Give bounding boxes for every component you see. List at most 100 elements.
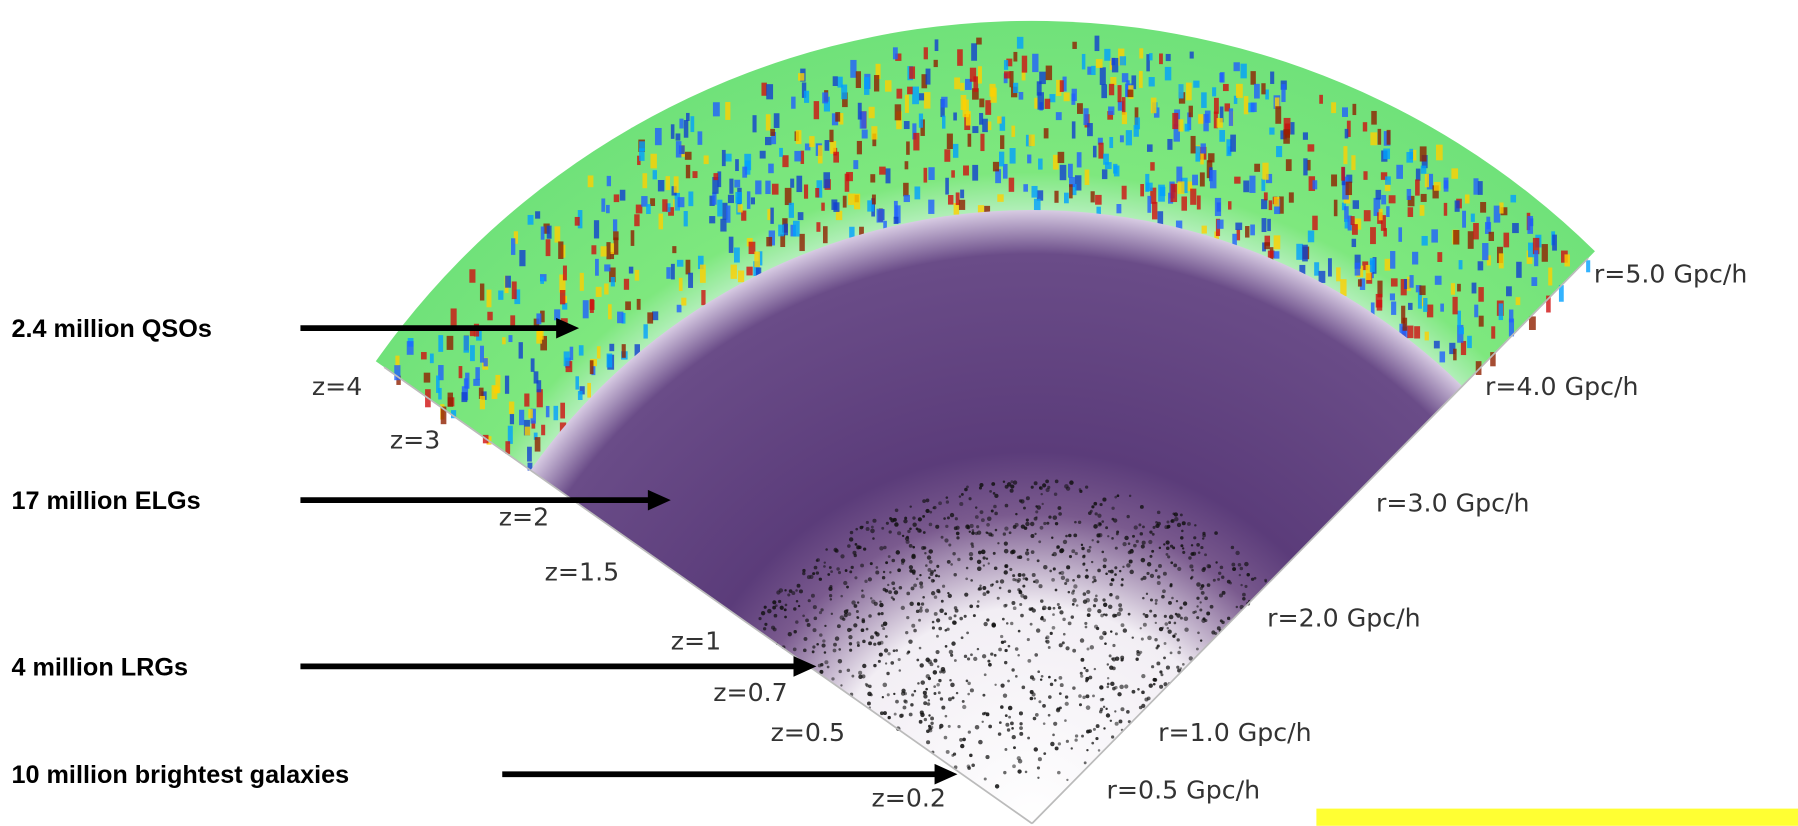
density-speck: [606, 204, 610, 214]
galaxy-dot: [891, 558, 896, 563]
galaxy-dot: [938, 678, 942, 683]
galaxy-dot: [1242, 597, 1246, 601]
density-speck: [934, 39, 939, 52]
galaxy-dot: [906, 652, 909, 655]
galaxy-dot: [1042, 618, 1047, 622]
density-speck: [1228, 201, 1232, 210]
galaxy-dot: [853, 553, 857, 558]
galaxy-dot: [792, 647, 797, 652]
density-speck: [1273, 197, 1280, 207]
galaxy-dot: [852, 550, 857, 555]
density-speck: [1270, 71, 1275, 84]
galaxy-dot: [1163, 543, 1166, 546]
galaxy-dot: [1012, 764, 1016, 769]
galaxy-dot: [1099, 685, 1104, 690]
density-speck: [1190, 135, 1196, 154]
galaxy-dot: [992, 551, 996, 555]
galaxy-dot: [1029, 696, 1034, 701]
galaxy-dot: [1074, 551, 1078, 556]
galaxy-dot: [1103, 602, 1108, 607]
density-speck: [692, 171, 698, 179]
galaxy-dot: [933, 685, 937, 688]
galaxy-dot: [849, 628, 853, 631]
galaxy-dot: [1239, 566, 1244, 571]
galaxy-dot: [1064, 695, 1069, 699]
galaxy-dot: [908, 565, 914, 570]
density-speck: [741, 210, 747, 221]
density-speck: [1113, 163, 1118, 174]
density-speck: [737, 204, 743, 213]
galaxy-dot: [922, 690, 927, 695]
density-speck: [1274, 198, 1281, 215]
density-speck: [712, 102, 720, 117]
galaxy-dot: [1163, 682, 1168, 687]
density-speck: [746, 191, 751, 209]
density-speck: [1431, 229, 1438, 243]
galaxy-dot: [884, 589, 889, 593]
density-speck: [746, 266, 753, 276]
density-speck: [1391, 301, 1397, 315]
galaxy-dot: [1158, 546, 1162, 550]
density-speck: [440, 406, 447, 425]
galaxy-dot: [930, 721, 934, 725]
galaxy-dot: [834, 636, 840, 641]
galaxy-dot: [1124, 684, 1129, 689]
density-speck: [479, 395, 485, 410]
galaxy-dot: [813, 616, 818, 621]
density-speck: [1236, 229, 1241, 241]
galaxy-dot: [1054, 679, 1057, 682]
galaxy-dot: [1158, 563, 1162, 568]
galaxy-dot: [894, 508, 899, 513]
galaxy-dot: [949, 512, 955, 518]
galaxy-dot: [1158, 627, 1164, 632]
galaxy-dot: [1166, 626, 1170, 630]
galaxy-dot: [787, 593, 791, 597]
galaxy-dot: [1036, 559, 1040, 563]
galaxy-dot: [918, 608, 923, 613]
density-speck: [1283, 129, 1290, 144]
density-speck: [553, 405, 559, 421]
redshift-axis: [383, 366, 1033, 825]
galaxy-dot: [1014, 647, 1019, 651]
density-speck: [1023, 184, 1028, 192]
density-speck: [744, 153, 752, 171]
galaxy-dot: [960, 636, 964, 640]
galaxy-dot: [982, 586, 987, 590]
density-speck: [861, 129, 868, 139]
galaxy-dot: [1022, 577, 1026, 580]
galaxy-dot: [986, 590, 990, 594]
galaxy-dot: [1122, 628, 1128, 633]
galaxy-dot: [971, 763, 975, 768]
galaxy-dot: [1114, 573, 1117, 576]
density-speck: [562, 265, 567, 281]
density-speck: [1134, 117, 1141, 130]
density-speck: [1184, 123, 1190, 132]
galaxy-dot: [1141, 673, 1146, 679]
density-speck: [1534, 250, 1539, 267]
galaxy-dot: [1012, 606, 1017, 611]
galaxy-dot: [1128, 559, 1133, 564]
density-speck: [1333, 199, 1338, 217]
density-speck: [1071, 121, 1076, 139]
galaxy-dot: [824, 660, 829, 665]
density-speck: [508, 335, 513, 343]
density-speck: [1386, 206, 1390, 218]
galaxy-dot: [998, 647, 1002, 652]
galaxy-dot: [1140, 544, 1145, 549]
galaxy-dot: [972, 614, 976, 618]
density-speck: [709, 216, 716, 224]
density-speck: [1087, 66, 1092, 75]
density-speck: [971, 43, 978, 61]
density-speck: [652, 170, 657, 180]
galaxy-dot: [970, 579, 973, 582]
galaxy-dot: [944, 538, 949, 543]
density-speck: [1345, 181, 1353, 196]
density-speck: [1198, 114, 1205, 124]
galaxy-dot: [1264, 578, 1268, 582]
galaxy-dot: [923, 701, 928, 706]
density-speck: [1457, 310, 1461, 327]
density-speck: [1350, 216, 1355, 226]
galaxy-dot: [802, 571, 806, 576]
density-speck: [1199, 172, 1205, 187]
density-speck: [438, 387, 442, 400]
